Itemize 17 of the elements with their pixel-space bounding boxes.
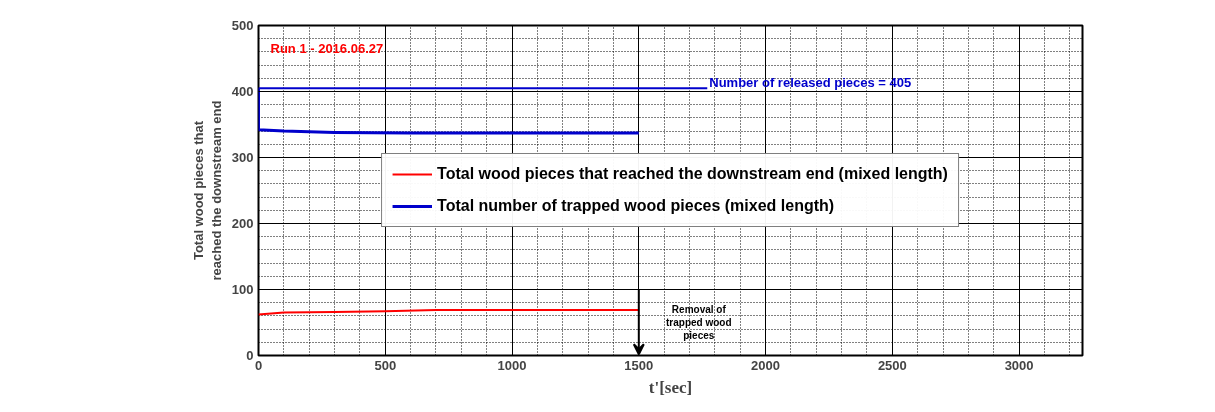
y-tick-label: 500 — [231, 18, 254, 33]
y-axis-title: Total wood pieces that reached the downstream end — [190, 100, 224, 281]
y-tick-label: 100 — [231, 282, 254, 297]
y-tick-label: 300 — [231, 150, 254, 165]
x-tick-label: 500 — [374, 357, 397, 373]
legend-label: Total wood pieces that reached the downstream end (mixed length) — [437, 165, 948, 183]
legend-label: Total number of trapped wood pieces (mixed length) — [437, 197, 835, 215]
x-tick-label: 2000 — [751, 357, 781, 373]
x-axis-title: t'[sec] — [648, 377, 693, 397]
y-tick-label: 200 — [231, 216, 254, 231]
annotation: Run 1 - 2016.06.27 — [270, 40, 384, 56]
x-tick-label: 3000 — [1004, 357, 1034, 373]
annotation: Removal of trapped wood pieces — [666, 303, 732, 342]
x-tick-label: 1500 — [624, 357, 654, 373]
y-tick-label: 400 — [231, 84, 254, 99]
x-tick-label: 2500 — [877, 357, 907, 373]
x-tick-label: 1000 — [497, 357, 527, 373]
